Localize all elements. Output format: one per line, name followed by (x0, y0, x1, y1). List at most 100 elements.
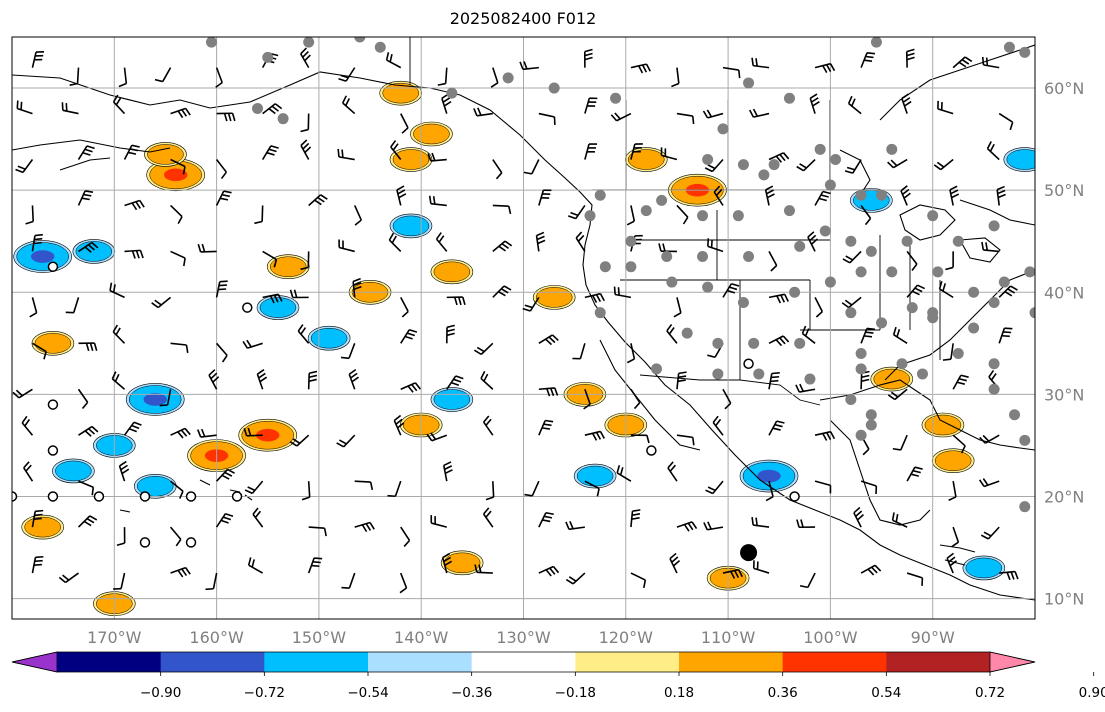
wind-barb (352, 277, 362, 298)
wind-barb (262, 103, 283, 115)
wind-barb (118, 67, 128, 88)
station-dot (865, 419, 877, 431)
station-dot (952, 235, 964, 247)
anomaly-contour (628, 149, 665, 170)
wind-barb (473, 107, 493, 117)
station-dot (625, 261, 637, 273)
wind-barb (945, 251, 954, 271)
station-dot (354, 37, 366, 43)
wind-barb (765, 480, 774, 502)
wind-barb (768, 152, 790, 163)
wind-barb (78, 241, 99, 253)
station-dot (845, 235, 857, 247)
wind-barb (243, 427, 263, 437)
wind-barb (626, 205, 636, 226)
station-dot (548, 82, 560, 94)
wind-barb (887, 158, 908, 169)
wind-barb (722, 388, 732, 410)
wind-barb (124, 249, 144, 259)
colorbar-tick-label: −0.54 (347, 685, 388, 701)
wind-barb (437, 67, 448, 86)
station-dot (758, 169, 770, 181)
wind-barb (860, 205, 872, 226)
colorbar-tick-label: −0.72 (244, 685, 285, 701)
wind-barb (768, 420, 785, 436)
wind-barb (584, 480, 600, 497)
wind-barb (948, 481, 957, 502)
station-dot (896, 358, 908, 370)
wind-barb (979, 434, 1000, 444)
station-dot (876, 189, 888, 201)
wind-barb (713, 185, 724, 206)
anomaly-contour (392, 215, 430, 237)
anomaly-contour (924, 414, 962, 436)
colorbar-segment (264, 652, 369, 672)
wind-barb (15, 159, 34, 174)
station-dot (732, 210, 744, 222)
wind-barb (393, 414, 405, 436)
station-dot (717, 123, 729, 135)
wind-barb (300, 113, 310, 133)
station-dot (952, 348, 964, 360)
wind-barb (704, 158, 724, 173)
wind-barb (353, 205, 363, 226)
station-dot (876, 317, 888, 329)
station-dot (625, 235, 637, 247)
anomaly-contour (34, 333, 72, 354)
wind-barb (435, 232, 448, 252)
lon-tick-label: 130°W (496, 628, 551, 647)
anomaly-contour (873, 368, 911, 390)
wind-barb (712, 415, 724, 436)
wind-barb (216, 468, 235, 482)
wind-barb (399, 572, 408, 594)
lon-tick-label: 100°W (803, 628, 858, 647)
station-dot (988, 220, 1000, 232)
anomaly-core (163, 168, 188, 182)
calm-circle (185, 537, 197, 548)
colorbar-tick-label: −0.18 (555, 685, 596, 701)
wind-barb (341, 572, 356, 589)
station-dot (712, 368, 724, 380)
station-dot (886, 143, 898, 155)
calm-circle (93, 491, 105, 502)
calm-circle (139, 491, 151, 502)
station-dot (702, 154, 714, 166)
lon-tick-label: 120°W (599, 628, 654, 647)
wind-barb (123, 421, 142, 436)
anomaly-contour (413, 123, 450, 145)
station-dot (783, 205, 795, 217)
station-dot (968, 286, 980, 298)
colorbar-tick-label: 0.36 (768, 685, 798, 701)
wind-barb (341, 95, 356, 115)
station-dot (783, 92, 795, 104)
station-dot (753, 368, 765, 380)
wind-barb (796, 158, 816, 172)
station-markers (205, 37, 1035, 513)
wind-barb (252, 507, 264, 528)
wind-barb (538, 565, 560, 577)
wind-barb (170, 250, 186, 267)
wind-barb (159, 389, 172, 407)
calm-circle (47, 399, 59, 410)
calm-circle (47, 445, 59, 456)
wind-barb (676, 112, 695, 125)
anomaly-core (143, 393, 167, 406)
wind-barb (254, 205, 264, 225)
colorbar-segment (57, 652, 162, 672)
wind-barb (61, 102, 79, 115)
wind-barb (722, 282, 740, 298)
wind-barb (78, 342, 98, 352)
wind-barb (400, 296, 409, 318)
wind-barb (338, 67, 356, 82)
wind-barb (584, 430, 605, 441)
wind-barb (676, 434, 695, 446)
wind-barb (996, 185, 1006, 206)
wind-barb (307, 557, 323, 574)
wind-barb (77, 388, 89, 410)
wind-barb (474, 564, 493, 574)
wind-barb (980, 526, 1000, 540)
wind-barb (796, 519, 816, 529)
station-dot (737, 296, 749, 308)
station-dot (737, 159, 749, 171)
station-dot (743, 77, 755, 89)
